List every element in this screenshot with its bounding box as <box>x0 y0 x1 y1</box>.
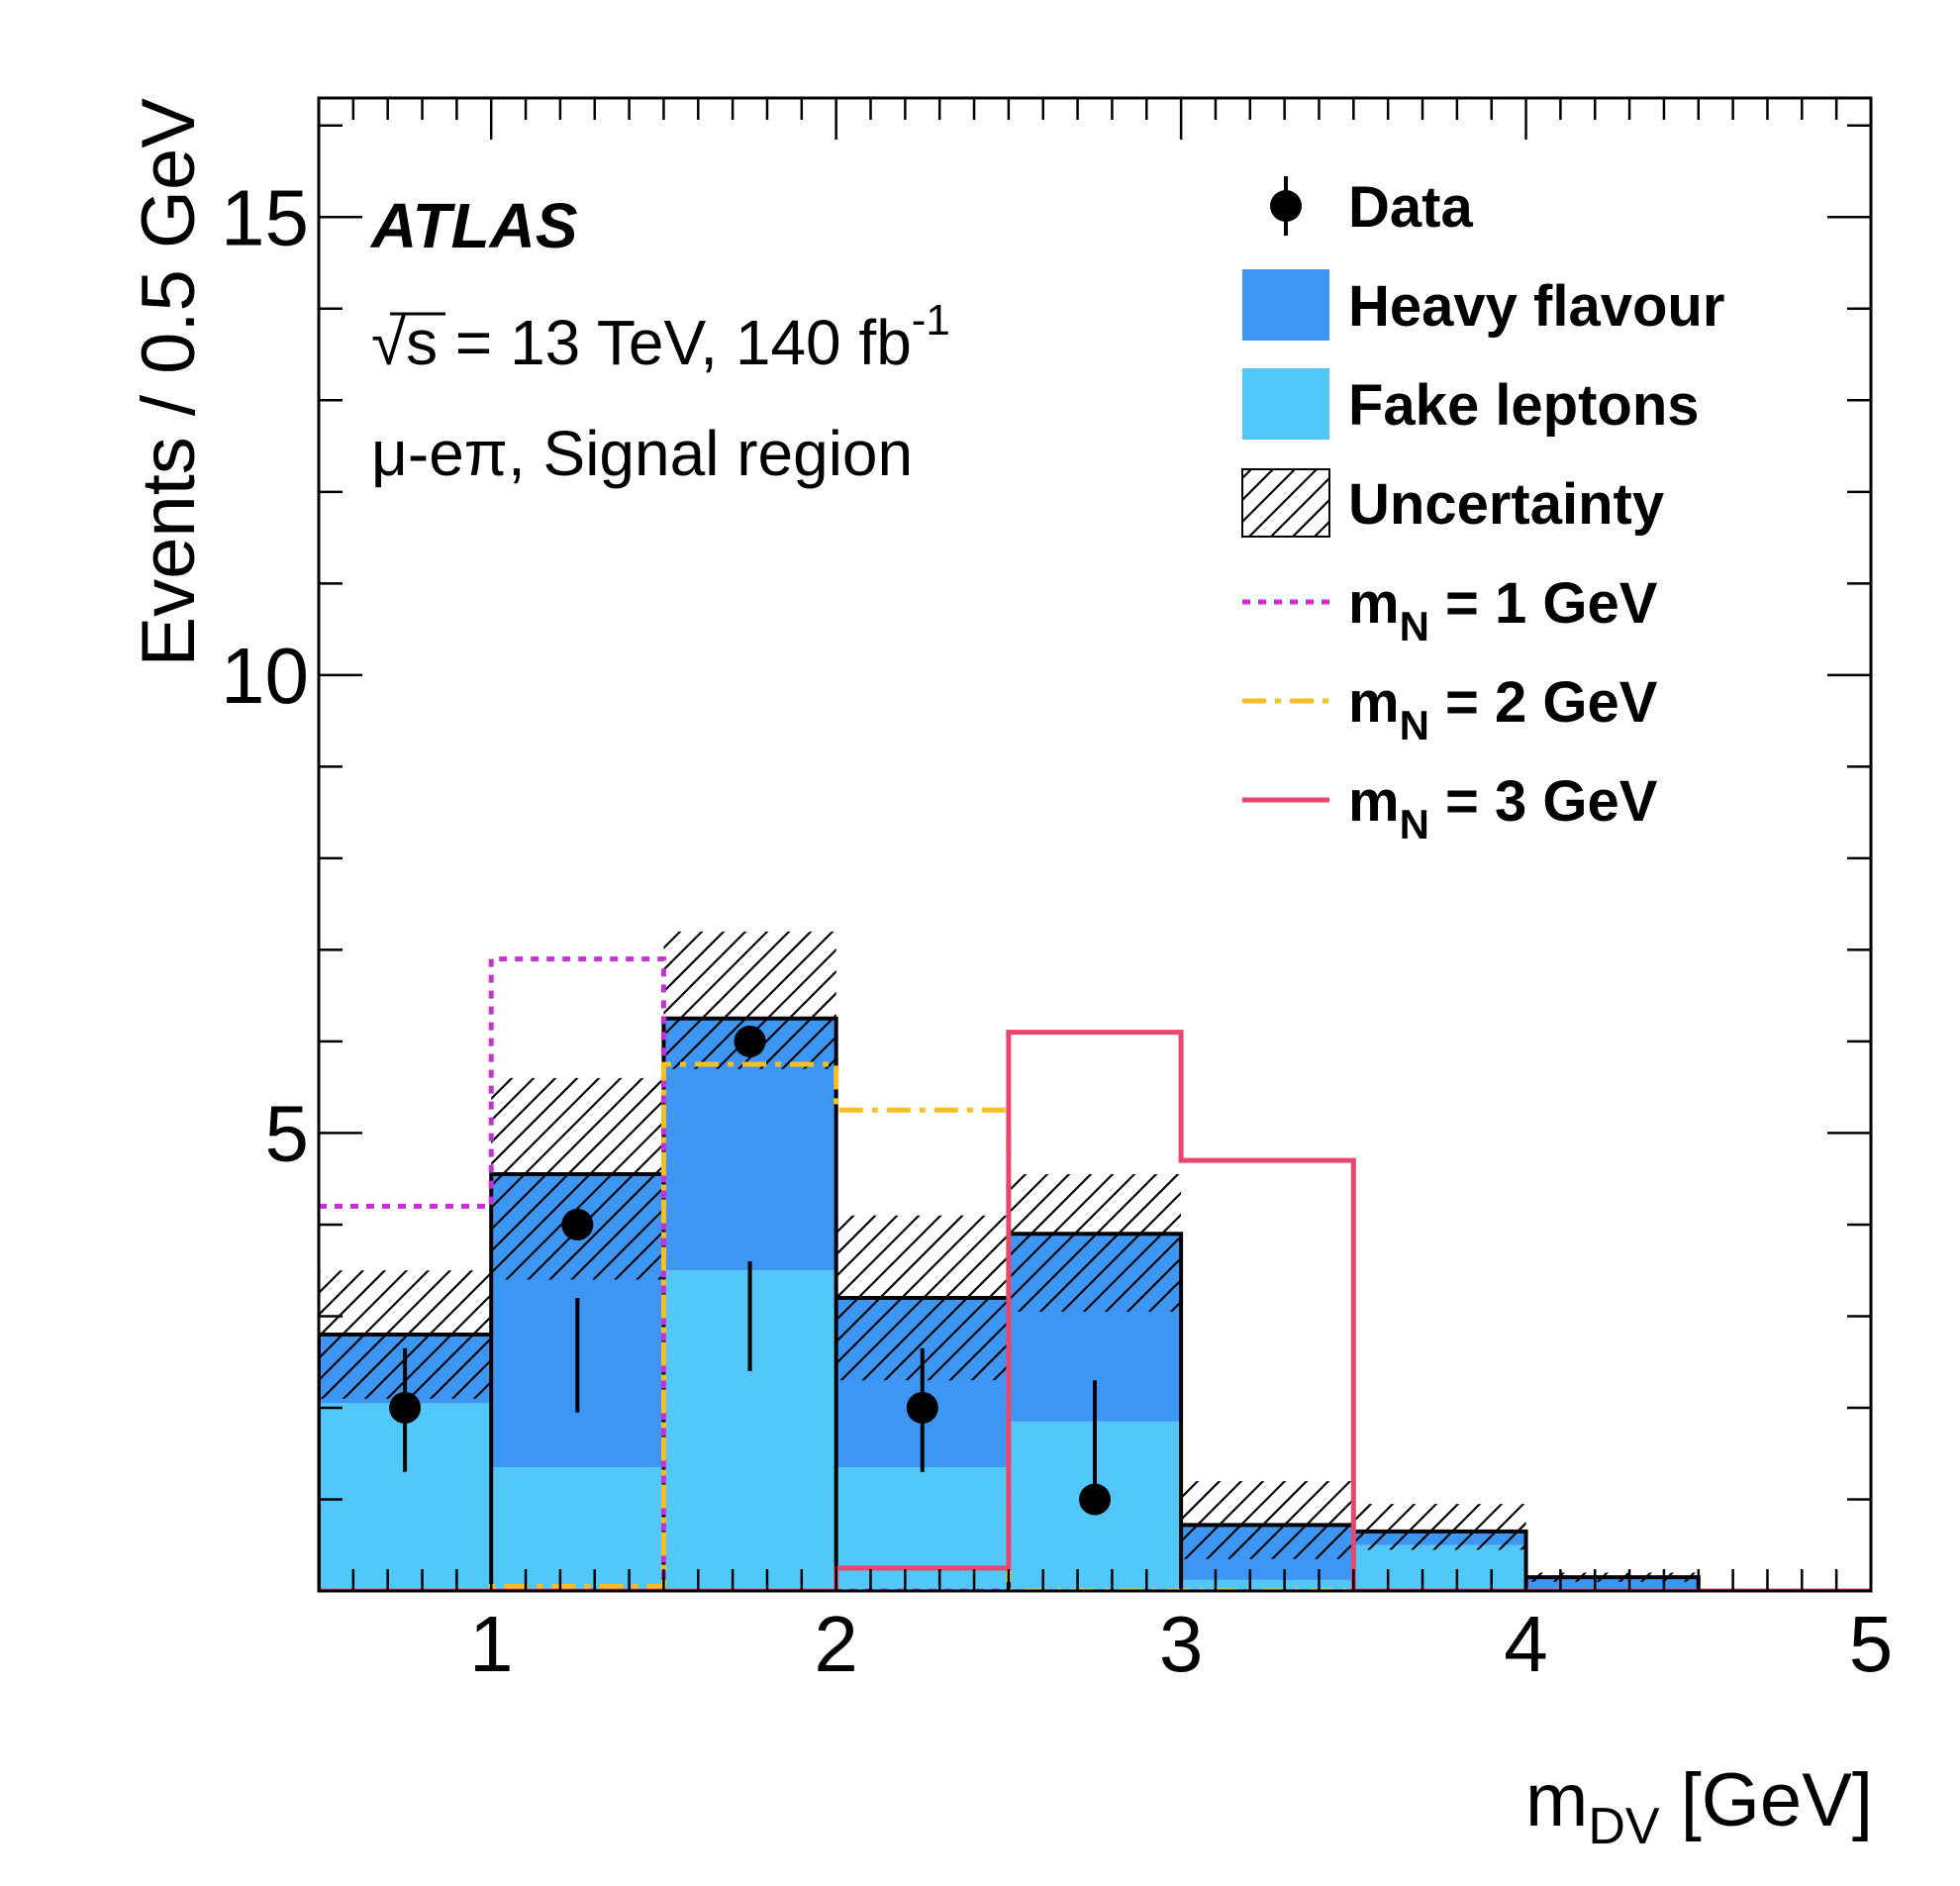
data-point-2 <box>734 1025 766 1057</box>
atlas-label: ATLAS <box>369 190 578 261</box>
legend-label-1: Heavy flavour <box>1348 274 1724 339</box>
legend-uncertainty-swatch <box>1241 468 1330 538</box>
legend-label-0: Data <box>1348 175 1473 240</box>
uncertainty-band-1 <box>491 1077 664 1280</box>
x-tick-label: 3 <box>1159 1600 1204 1688</box>
stack-bar-0-1 <box>491 1467 664 1591</box>
data-point-4 <box>1079 1483 1111 1516</box>
legend-data-marker <box>1270 190 1302 222</box>
stack-bar-0-3 <box>835 1467 1009 1591</box>
plot-frame <box>317 96 1873 1593</box>
uncertainty-band-4 <box>1008 1174 1182 1312</box>
uncertainty-band-6 <box>1353 1504 1526 1550</box>
y-tick-label: 5 <box>265 1089 310 1177</box>
data-point-1 <box>561 1208 594 1241</box>
legend-fake-leptons-swatch <box>1242 368 1329 440</box>
legend-signal-label-2: mN = 2 GeV <box>1348 670 1658 748</box>
stack-bar-0-5 <box>1181 1579 1354 1591</box>
x-axis-title: mDV [GeV] <box>1525 1758 1873 1855</box>
total-background-outline <box>319 1016 1701 1591</box>
x-tick-label: 1 <box>469 1600 514 1688</box>
legend-label-2: Fake leptons <box>1348 373 1700 438</box>
x-tick-label: 5 <box>1849 1600 1894 1688</box>
x-tick-label: 4 <box>1504 1600 1548 1688</box>
y-tick-label: 15 <box>221 173 309 261</box>
data-point-3 <box>906 1391 938 1424</box>
energy-label: √s = 13 TeV, 140 fb-1 <box>371 296 950 378</box>
region-label: μ-eπ, Signal region <box>371 418 913 489</box>
signal-line-2 <box>319 1061 1871 1591</box>
signal-line-3 <box>319 1030 1871 1591</box>
stack-bar-0-6 <box>1353 1544 1526 1591</box>
legend-heavy-flavour-swatch <box>1242 269 1329 341</box>
uncertainty-band-5 <box>1181 1480 1354 1559</box>
y-tick-label: 10 <box>221 632 309 720</box>
data-point-0 <box>389 1391 422 1424</box>
x-tick-label: 2 <box>814 1600 858 1688</box>
legend: Data Heavy flavour Fake leptons Uncertainty… <box>1241 175 1724 847</box>
legend-label-3: Uncertainty <box>1348 472 1664 537</box>
legend-signal-label-3: mN = 3 GeV <box>1348 769 1658 847</box>
legend-signal-label-1: mN = 1 GeV <box>1348 571 1658 649</box>
y-axis-title: Events / 0.5 GeV <box>127 98 211 667</box>
